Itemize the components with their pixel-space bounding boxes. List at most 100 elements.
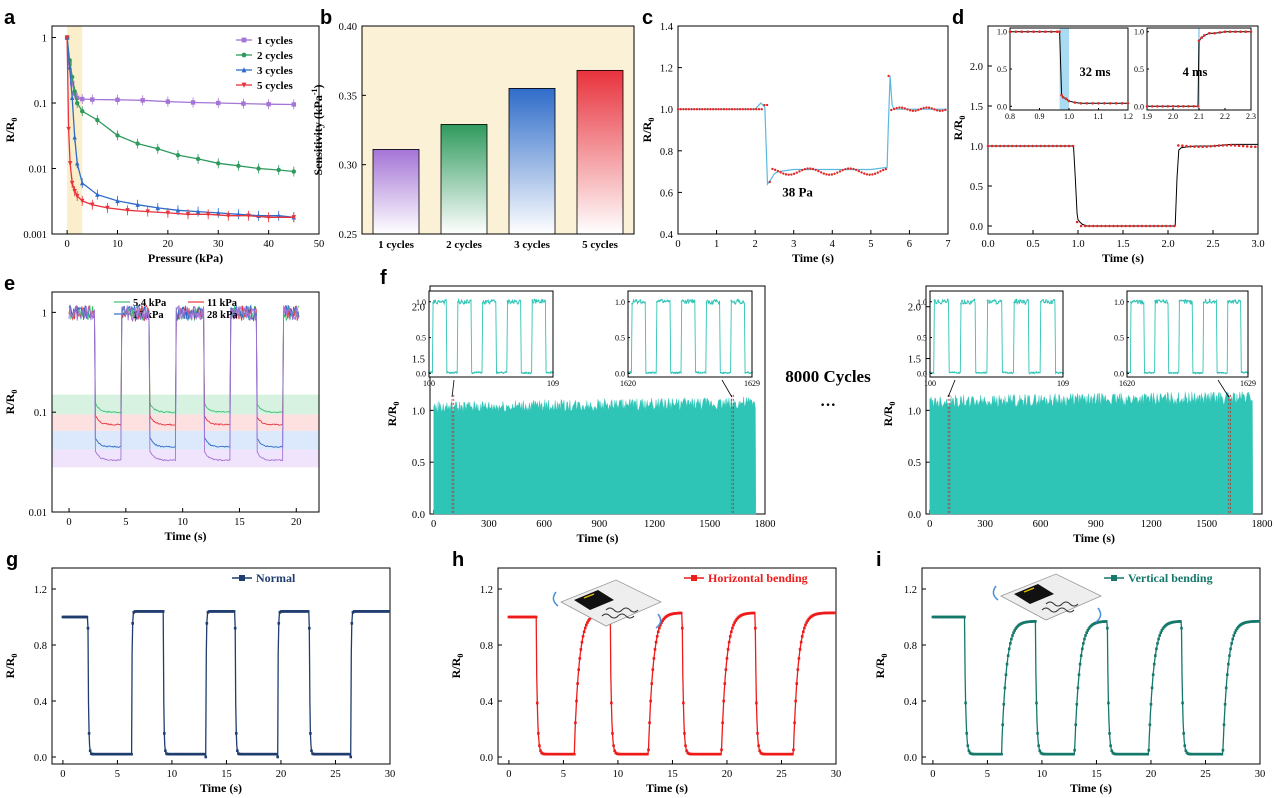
data-point xyxy=(135,202,140,207)
inset-point xyxy=(1002,371,1005,374)
y-tick-label: 2.0 xyxy=(908,303,921,314)
inset-point xyxy=(651,371,654,374)
data-point xyxy=(575,699,578,703)
inset-point xyxy=(1154,299,1157,302)
data-point xyxy=(534,615,538,619)
serpentine-wire xyxy=(1041,607,1075,613)
data-point xyxy=(795,682,799,685)
data-point xyxy=(1109,744,1112,748)
data-point xyxy=(232,610,236,613)
data-point xyxy=(95,117,100,123)
inset-point xyxy=(982,371,985,374)
inset-point xyxy=(1182,104,1185,108)
data-point xyxy=(1038,749,1042,753)
data-point xyxy=(1156,642,1159,645)
inset-point xyxy=(1243,371,1245,374)
panel-b: 1 cycles 2 cycles 3 cycles 5 cycles 0.25 0.30… xyxy=(310,7,635,251)
inset-point xyxy=(973,298,976,301)
data-point xyxy=(291,102,297,107)
data-point xyxy=(797,657,801,660)
inset-point xyxy=(635,299,638,301)
series-line xyxy=(988,143,1258,227)
data-point xyxy=(1183,744,1187,748)
y-tick-label: 0.5 xyxy=(997,65,1007,74)
inset-point xyxy=(703,371,706,374)
data-point xyxy=(822,172,825,175)
inset-point xyxy=(1223,30,1227,34)
data-point xyxy=(909,109,912,112)
inset-point xyxy=(1244,30,1248,34)
inset-point xyxy=(1234,30,1237,34)
inset-point xyxy=(666,299,669,302)
plot-frame xyxy=(51,567,391,765)
data-point xyxy=(256,166,261,171)
data-point xyxy=(941,109,944,112)
inset-point xyxy=(1170,372,1173,374)
inset-point xyxy=(1190,302,1193,305)
inset-point xyxy=(452,371,455,374)
x-tick-label: 1.0 xyxy=(1064,112,1074,121)
data-point xyxy=(175,152,181,158)
inset-point xyxy=(684,300,687,302)
data-point xyxy=(871,173,874,176)
panel-label: i xyxy=(876,549,882,571)
inset-point xyxy=(1046,301,1049,304)
data-point xyxy=(914,109,917,112)
data-point xyxy=(857,169,861,173)
x-tick-label: 15 xyxy=(234,517,245,528)
inset-point xyxy=(672,372,675,374)
inset-point xyxy=(1213,31,1216,35)
legend-marker xyxy=(239,575,245,581)
data-point xyxy=(863,172,866,175)
inset-point xyxy=(1206,301,1209,304)
data-point xyxy=(80,180,85,186)
data-point xyxy=(585,623,588,627)
inset-point xyxy=(1182,299,1185,302)
data-point xyxy=(613,749,616,753)
x-tick-label: 1629 xyxy=(1240,379,1256,388)
zoom-arrow xyxy=(1217,379,1230,398)
data-point xyxy=(67,161,73,167)
x-tick-label: 0.0 xyxy=(981,239,994,250)
data-point xyxy=(1051,144,1055,148)
inset-point xyxy=(469,299,472,302)
y-tick-label: 0.8 xyxy=(34,641,47,652)
series-line xyxy=(932,616,1260,755)
x-tick-label: 1 xyxy=(714,239,719,250)
data-point xyxy=(1009,642,1012,645)
panel-label: h xyxy=(452,549,464,571)
data-point xyxy=(654,640,658,644)
y-tick-label: 0.1 xyxy=(34,99,47,110)
y-tick-label: 0.25 xyxy=(339,230,357,241)
data-point xyxy=(1086,629,1090,632)
data-point xyxy=(814,168,817,172)
data-point xyxy=(195,156,201,162)
data-point xyxy=(650,682,654,685)
inset-point xyxy=(691,299,693,301)
x-tick-label: 1.0 xyxy=(1071,239,1084,250)
data-point xyxy=(1168,224,1172,228)
inset-point xyxy=(1160,300,1163,303)
data-point xyxy=(966,744,970,748)
inset-point xyxy=(1097,101,1100,105)
x-tick-label: 10 xyxy=(112,239,123,250)
y-tick-label: 1.0 xyxy=(615,298,625,307)
data-point xyxy=(1063,144,1067,148)
x-axis-label: Time (s) xyxy=(792,251,834,265)
data-point xyxy=(817,169,820,173)
cycling-signal xyxy=(433,396,757,515)
data-point xyxy=(1002,702,1006,706)
data-point xyxy=(130,752,133,756)
series-line xyxy=(62,610,390,758)
inset-point xyxy=(512,301,515,304)
ellipsis-annotation: ··· xyxy=(820,397,836,414)
inset-point xyxy=(935,302,938,305)
data-point xyxy=(573,752,576,756)
data-point xyxy=(236,163,241,168)
y-tick-label: 0.0 xyxy=(480,753,493,764)
x-tick-label: 2.2 xyxy=(1220,112,1230,121)
x-tick-label: 25 xyxy=(776,769,787,780)
inset-point xyxy=(1212,300,1215,303)
inset-point xyxy=(1161,104,1164,108)
data-point xyxy=(145,209,150,215)
